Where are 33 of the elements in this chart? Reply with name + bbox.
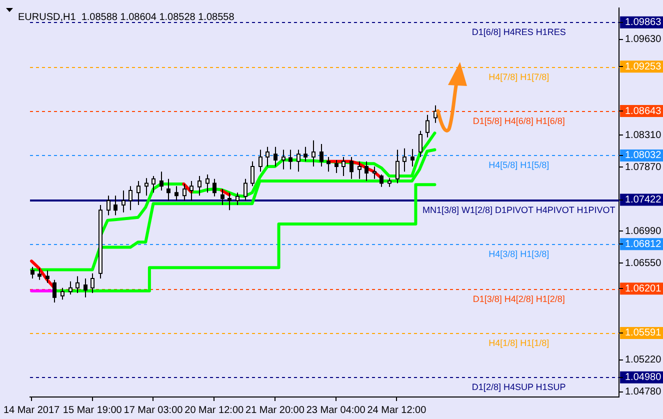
x-tick-label: 23 Mar 04:00: [306, 404, 366, 416]
y-tick-label: 1.09253: [625, 61, 662, 72]
y-tick-label: 1.08310: [625, 130, 662, 141]
ref-line-label: H4[1/8] H1[1/8]: [488, 338, 550, 348]
ref-line-label: D1[5/8] H4[6/8] H1[6/8]: [472, 116, 565, 126]
y-tick-label: 1.07422: [625, 194, 662, 206]
ref-line-label: D1[3/8] H4[2/8] H1[2/8]: [472, 294, 565, 304]
y-tick-label: 1.06201: [625, 283, 662, 294]
ref-line-label: H4[3/8] H1[3/8]: [488, 248, 550, 259]
y-tick-label: 1.04780: [625, 386, 662, 398]
chart-title: EURUSD,H1 1.08588 1.08604 1.08528 1.08558: [18, 12, 235, 23]
y-tick-label: 1.08643: [625, 106, 662, 117]
x-tick-label: 14 Mar 2017: [3, 404, 60, 416]
y-tick-label: 1.05591: [625, 328, 662, 339]
y-tick-label: 1.05220: [625, 354, 662, 366]
y-tick-label: 1.06550: [625, 258, 662, 269]
y-tick-label: 1.06990: [625, 226, 662, 237]
ref-line-label: D1[2/8] H4SUP H1SUP: [472, 382, 566, 392]
y-tick-label: 1.09630: [625, 34, 662, 46]
x-tick-label: 20 Mar 12:00: [184, 404, 244, 416]
y-tick-label: 1.07870: [625, 162, 662, 173]
y-tick-label: 1.09863: [625, 17, 662, 28]
x-tick-label: 15 Mar 19:00: [62, 404, 122, 416]
x-tick-label: 24 Mar 12:00: [367, 404, 427, 416]
y-tick-label: 1.06812: [625, 238, 662, 250]
ref-line-label: MN1[3/8] W1[2/8] D1PIVOT H4PIVOT H1PIVOT: [422, 204, 616, 215]
y-tick-label: 1.08032: [625, 150, 662, 162]
ref-line-label: H4[7/8] H1[7/8]: [488, 72, 550, 82]
ref-line-label: D1[6/8] H4RES H1RES: [472, 26, 566, 37]
y-tick-label: 1.04980: [625, 372, 662, 384]
x-tick-label: 17 Mar 03:00: [124, 404, 184, 416]
ref-line-label: H4[5/8] H1[5/8]: [488, 160, 550, 170]
x-tick-label: 21 Mar 20:00: [246, 404, 305, 416]
